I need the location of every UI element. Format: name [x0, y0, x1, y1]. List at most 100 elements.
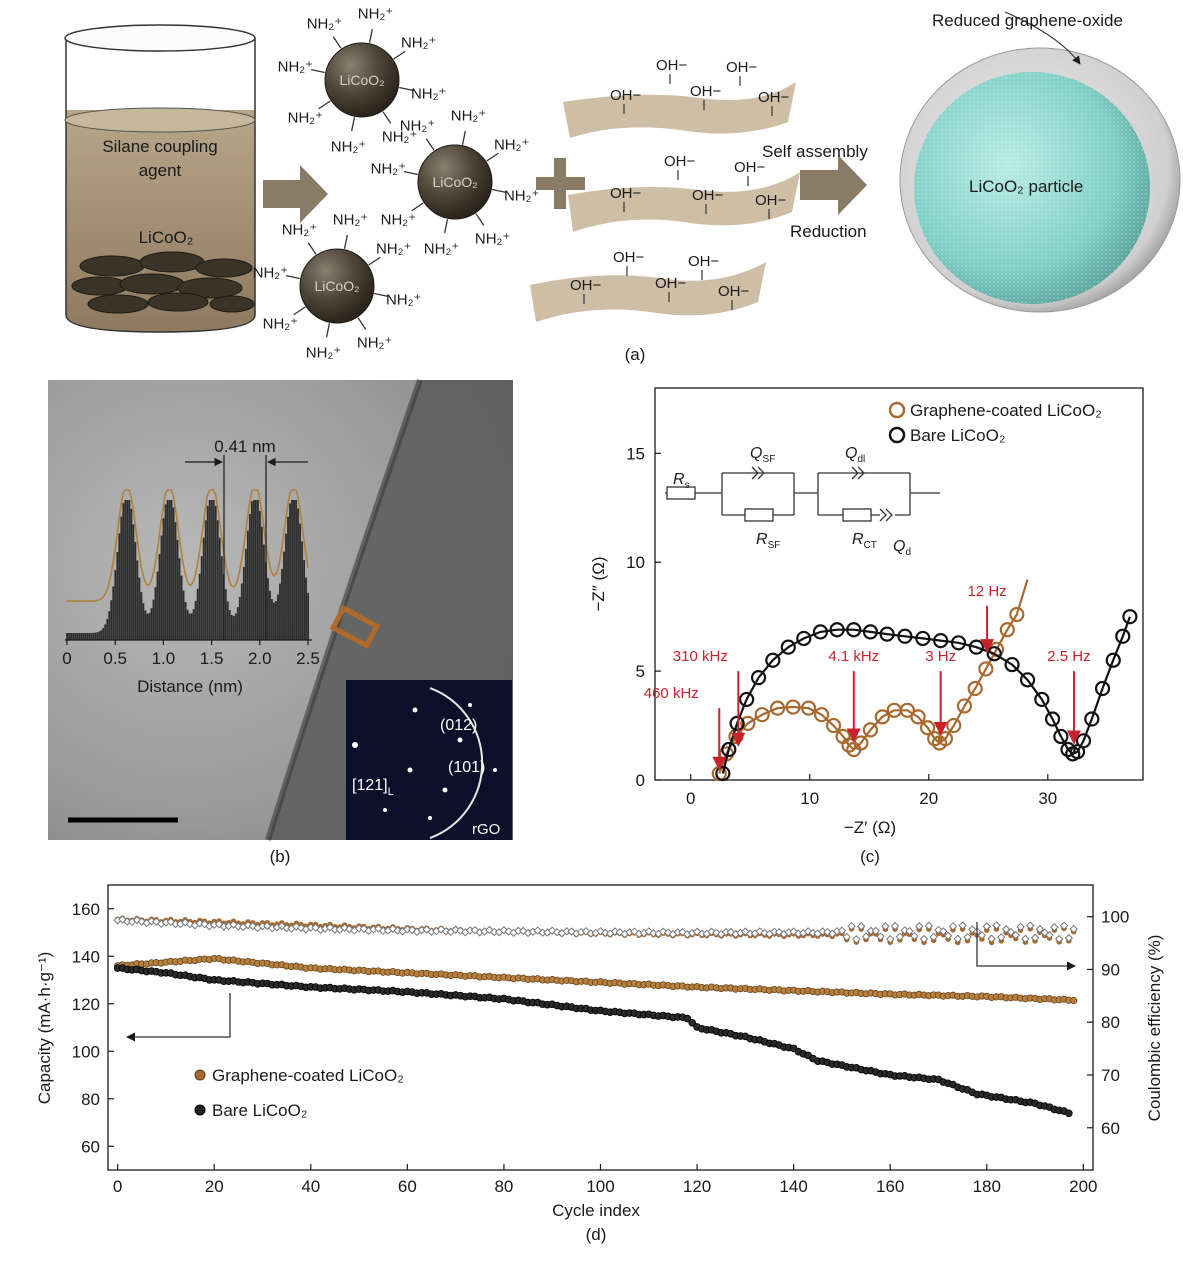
- freq-label: 460 kHz: [644, 685, 699, 702]
- plot-c-series: [711, 579, 1138, 782]
- amine-linker: [374, 292, 389, 297]
- profile-bar: [100, 630, 103, 640]
- profile-bar: [80, 632, 83, 640]
- profile-bar: [146, 613, 149, 640]
- amine-linker: [318, 100, 331, 110]
- inset-tick-label: 0: [62, 649, 71, 668]
- amine-linker: [293, 306, 306, 316]
- bare-efficiency-point: [953, 934, 963, 944]
- bare-efficiency-point: [519, 926, 528, 936]
- x-tick-label: 120: [683, 1177, 711, 1196]
- bare-efficiency-point: [876, 932, 885, 941]
- profile-bar: [236, 607, 239, 640]
- profile-bar: [70, 633, 73, 640]
- amine-linker: [425, 138, 435, 151]
- bare-efficiency-point: [1001, 925, 1011, 934]
- amine-label: NH₂⁺: [282, 221, 317, 238]
- profile-bar: [301, 541, 303, 640]
- bare-efficiency-point: [987, 934, 996, 943]
- data-point: [967, 680, 983, 697]
- bare-efficiency-point: [325, 923, 335, 932]
- beaker-label-line2: agent: [139, 161, 182, 180]
- bare-efficiency-point: [726, 927, 736, 937]
- saed-zone-main: [121]: [352, 777, 388, 794]
- coated-capacity-point: [1070, 997, 1078, 1005]
- profile-bar: [86, 632, 89, 640]
- profile-bar: [182, 590, 185, 640]
- bare-efficiency-point: [910, 931, 919, 941]
- plot-c-ticks: 0 10 20 30 0 5 10 15: [626, 444, 1057, 808]
- bare-efficiency-point: [914, 922, 924, 931]
- data-point: [910, 709, 926, 725]
- profile-bar: [150, 608, 153, 640]
- amine-label: NH₂⁺: [386, 292, 421, 309]
- profile-bar: [230, 614, 233, 640]
- profile-bar: [128, 500, 131, 640]
- beaker-licoo2-label: LiCoO₂: [139, 228, 194, 247]
- bare-efficiency-point: [248, 921, 258, 931]
- y-tick-label-left: 60: [81, 1137, 100, 1156]
- hydroxyl-groups: OH−OH−OH−OH−OH−OH−OH−OH−OH−OH−OH−OH−OH−O…: [570, 57, 790, 310]
- plot-d-ticks: 0 20 40 60 80 100 120 140 160 180 200 60 80 100 120 140…: [72, 900, 1130, 1196]
- bare-efficiency-point: [900, 926, 909, 935]
- bare-capacity-point: [1065, 1109, 1073, 1118]
- data-point: [933, 633, 949, 649]
- spacing-label: 0.41 nm: [214, 437, 275, 456]
- profile-envelope: [67, 489, 309, 602]
- bare-efficiency-point: [132, 915, 142, 925]
- y-tick-label: 5: [636, 662, 645, 681]
- particle-label: LiCoO₂: [339, 72, 384, 88]
- y-tick-label-left: 100: [72, 1042, 100, 1061]
- profile-bar: [132, 524, 135, 640]
- label-qd-sub: d: [905, 547, 911, 558]
- freq-label: 12 Hz: [967, 583, 1006, 600]
- y-tick-label-right: 80: [1101, 1013, 1120, 1032]
- bare-efficiency-point: [847, 921, 856, 931]
- profile-bar: [168, 500, 171, 640]
- legend-d-bare-marker: [194, 1104, 206, 1116]
- hydroxyl-label: OH−: [688, 253, 720, 270]
- data-point: [829, 622, 845, 638]
- profile-bar: [102, 628, 105, 640]
- profile-bar: [184, 602, 187, 640]
- beaker: Silane coupling agent LiCoO₂: [64, 24, 256, 333]
- panel-a-caption: (a): [625, 345, 646, 364]
- bare-efficiency-point: [823, 927, 832, 937]
- data-point: [754, 707, 770, 723]
- data-point: [1009, 606, 1025, 623]
- reduction-label: Reduction: [790, 222, 867, 241]
- data-point: [750, 670, 767, 686]
- profile-bar: [116, 551, 119, 640]
- hydroxyl-label: OH−: [610, 185, 642, 202]
- circuit-labels: Rs QSF RSF Qdl RCT Qd: [673, 445, 911, 558]
- profile-bar: [158, 553, 161, 640]
- x-tick-label: 0: [113, 1177, 122, 1196]
- label-rs-sub: s: [685, 480, 690, 491]
- saed-zone-sub: L: [388, 786, 394, 798]
- profile-bar: [307, 592, 309, 640]
- profile-bar: [289, 503, 291, 640]
- saed-rgo: rGO: [472, 821, 500, 838]
- profile-bar: [144, 610, 147, 640]
- data-point: [800, 700, 817, 716]
- bare-efficiency-point: [881, 922, 890, 931]
- profile-bar: [108, 610, 111, 640]
- amine-label: NH₂⁺: [357, 335, 392, 352]
- amine-linker: [403, 171, 418, 176]
- profile-bar: [194, 600, 197, 640]
- beaker-label-line1: Silane coupling: [102, 137, 217, 156]
- profile-bar: [84, 632, 87, 640]
- y-tick-label-left: 120: [72, 995, 100, 1014]
- legend-d-bare-label: Bare LiCoO₂: [212, 1101, 307, 1120]
- particle-top: NH₂⁺NH₂⁺NH₂⁺NH₂⁺NH₂⁺NH₂⁺NH₂⁺NH₂⁺LiCoO₂: [278, 5, 447, 155]
- inset-tick-label: 1.0: [152, 649, 176, 668]
- profile-bar: [92, 632, 95, 640]
- profile-bar: [248, 514, 251, 640]
- inset-tick-label: 1.5: [200, 649, 224, 668]
- bare-efficiency-point: [943, 931, 953, 940]
- bare-efficiency-point: [615, 927, 625, 937]
- data-point: [956, 698, 973, 714]
- amine-linker: [357, 317, 367, 330]
- particle-label: LiCoO₂: [432, 174, 477, 190]
- amine-linker: [326, 323, 331, 338]
